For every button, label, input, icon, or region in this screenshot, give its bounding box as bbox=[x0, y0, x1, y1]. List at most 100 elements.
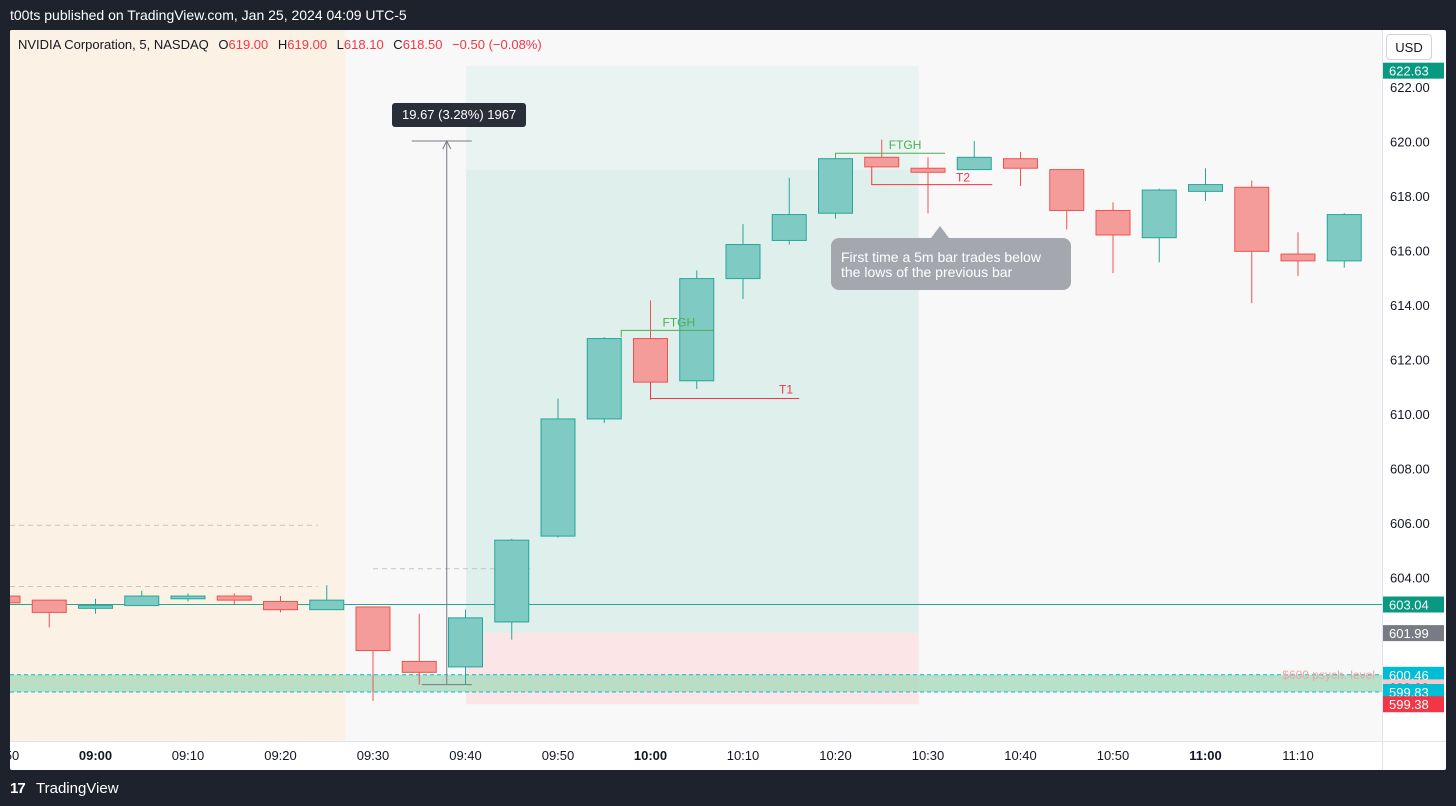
legend-low-label: L bbox=[336, 37, 344, 52]
ftgh-1-label: FTGH bbox=[663, 315, 696, 329]
footer-bar: 17 TradingView bbox=[0, 772, 1456, 806]
candle-body bbox=[1234, 186, 1270, 252]
candle-body bbox=[309, 599, 345, 611]
candle-body bbox=[679, 278, 715, 382]
chart-frame[interactable]: $600 psych. level 604.00 606.00 608.00 610.0… bbox=[10, 30, 1446, 770]
legend-close: 618.50 bbox=[402, 37, 443, 52]
ftgh-2-line bbox=[835, 152, 945, 158]
legend-high: 619.00 bbox=[287, 37, 328, 52]
price-label-bg bbox=[1383, 666, 1444, 683]
tradingview-brand: TradingView bbox=[36, 780, 119, 797]
y-tick-label: 614.00 bbox=[1390, 298, 1430, 313]
price-label-text: 603.04 bbox=[1389, 598, 1429, 613]
candle-body bbox=[1141, 189, 1177, 239]
x-tick-label: 09:10 bbox=[172, 748, 205, 763]
x-tick-label: 10:50 bbox=[1097, 748, 1130, 763]
legend-open: 619.00 bbox=[228, 37, 269, 52]
candle-body bbox=[170, 595, 206, 600]
y-tick-label: 608.00 bbox=[1390, 461, 1430, 476]
price-label-bg bbox=[1383, 696, 1444, 713]
legend-high-label: H bbox=[277, 37, 288, 52]
symbol-legend: NVIDIA Corporation, 5, NASDAQ O619.00 H6… bbox=[18, 37, 542, 52]
price-label-text: 599.83 bbox=[1389, 685, 1429, 700]
x-tick-label: 09:20 bbox=[264, 748, 297, 763]
x-tick-label: 09:50 bbox=[542, 748, 575, 763]
price-label-text: 622.63 bbox=[1389, 64, 1429, 79]
legend-open-label: O bbox=[218, 37, 229, 52]
tradingview-logo-icon: 17 bbox=[10, 780, 26, 797]
y-tick-label: 610.00 bbox=[1390, 407, 1430, 422]
candle-body bbox=[633, 338, 668, 383]
legend-symbol: NVIDIA Corporation, 5, NASDAQ bbox=[18, 37, 209, 52]
psych-level-zone bbox=[10, 674, 1382, 692]
x-tick-label: 11:00 bbox=[1189, 748, 1222, 763]
x-tick-label: 09:00 bbox=[79, 748, 112, 763]
callout-note: First time a 5m bar trades below the low… bbox=[831, 226, 1071, 290]
x-tick-label: 10:20 bbox=[819, 748, 852, 763]
y-tick-label: 612.00 bbox=[1390, 352, 1430, 367]
candle-body bbox=[864, 156, 900, 168]
candle-body bbox=[1003, 158, 1038, 169]
candle-body bbox=[216, 595, 252, 601]
price-label-text: 599.38 bbox=[1389, 697, 1429, 712]
candle-body bbox=[910, 167, 946, 173]
candle-body bbox=[1326, 214, 1362, 262]
candle-body bbox=[401, 660, 437, 673]
y-tick-label: 618.00 bbox=[1390, 189, 1430, 204]
target-1-label: T1 bbox=[779, 382, 793, 396]
price-label-text: 600.46 bbox=[1389, 668, 1429, 683]
currency-button[interactable]: USD bbox=[1386, 34, 1432, 60]
y-tick-label: 604.00 bbox=[1390, 570, 1430, 585]
legend-close-label: C bbox=[393, 37, 403, 52]
x-tick-label: 10:30 bbox=[912, 748, 945, 763]
x-tick-label: 10:00 bbox=[634, 748, 667, 763]
ftgh-1-line bbox=[620, 329, 714, 338]
candle-body bbox=[956, 156, 992, 171]
candle-body bbox=[494, 539, 530, 623]
ftgh-2-label: FTGH bbox=[889, 138, 922, 152]
candle-body bbox=[725, 244, 761, 280]
candle-body bbox=[448, 617, 483, 668]
candle-body bbox=[31, 599, 67, 613]
y-tick-label: 622.00 bbox=[1390, 80, 1430, 95]
y-tick-label: 620.00 bbox=[1390, 134, 1430, 149]
measure-label: 19.67 (3.28%) 1967 bbox=[392, 103, 527, 127]
x-tick-label: 08:50 bbox=[10, 748, 19, 763]
publish-header: t00ts published on TradingView.com, Jan … bbox=[0, 0, 1456, 30]
stop-zone bbox=[466, 633, 919, 705]
x-tick-label: 09:30 bbox=[357, 748, 390, 763]
candle-body bbox=[1188, 184, 1223, 192]
candle-body bbox=[1280, 253, 1316, 262]
target-zone-upper bbox=[466, 66, 919, 170]
price-label-bg bbox=[1383, 683, 1444, 700]
candle-body bbox=[818, 158, 853, 214]
price-label-text: 601.99 bbox=[1389, 626, 1429, 641]
x-tick-label: 10:10 bbox=[727, 748, 760, 763]
y-tick-label: 616.00 bbox=[1390, 243, 1430, 258]
premarket-session-shade bbox=[10, 30, 346, 741]
measure-arrowhead bbox=[442, 139, 452, 150]
x-tick-label: 11:10 bbox=[1282, 748, 1314, 763]
y-tick-label: 606.00 bbox=[1390, 516, 1430, 531]
candle-body bbox=[78, 605, 113, 609]
legend-low: 618.10 bbox=[343, 37, 384, 52]
legend-change: −0.50 (−0.08%) bbox=[452, 37, 542, 52]
target-2-label: T2 bbox=[956, 171, 970, 185]
x-tick-label: 09:40 bbox=[449, 748, 482, 763]
candle-body bbox=[1095, 209, 1131, 236]
candle-body bbox=[10, 595, 21, 604]
candle-body bbox=[124, 595, 160, 607]
price-label-bg bbox=[1383, 625, 1444, 642]
candle-body bbox=[1049, 169, 1085, 211]
price-label-bg bbox=[1383, 62, 1444, 79]
candle-body bbox=[540, 418, 576, 537]
candle-body bbox=[771, 214, 807, 241]
price-label-bg bbox=[1383, 596, 1444, 613]
target-2-line bbox=[871, 166, 993, 186]
candlestick-chart[interactable]: $600 psych. level 604.00 606.00 608.00 610.0… bbox=[10, 30, 1446, 770]
target-1-line bbox=[650, 382, 800, 399]
candle-body bbox=[355, 606, 391, 652]
candle-body bbox=[586, 338, 622, 420]
candle-body bbox=[263, 601, 298, 611]
psych-level-label: $600 psych. level bbox=[1282, 668, 1375, 682]
